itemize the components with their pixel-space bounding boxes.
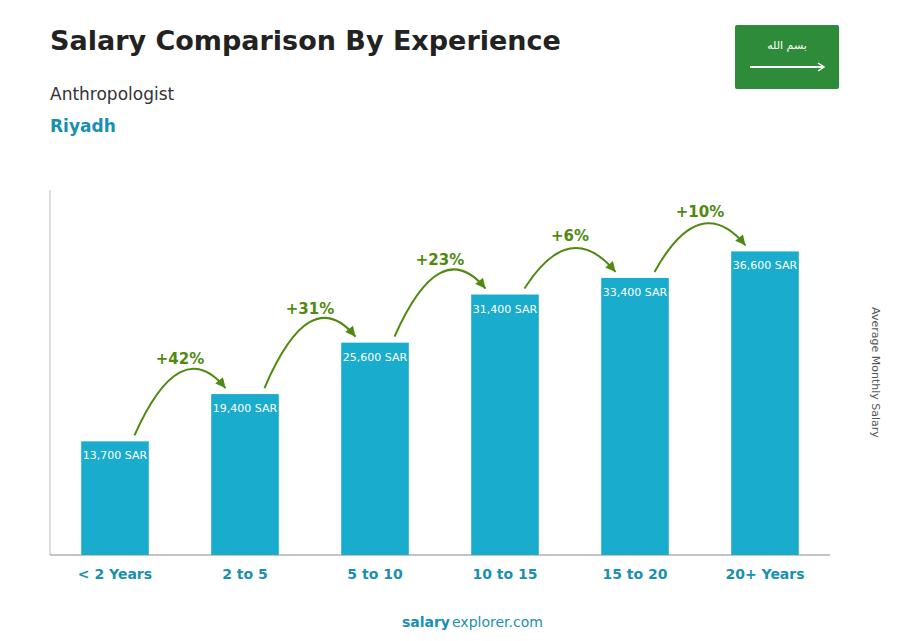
data-label: 33,400 SAR bbox=[603, 286, 668, 299]
change-arrowhead bbox=[475, 278, 485, 289]
flag-sword bbox=[750, 66, 824, 68]
bar bbox=[471, 295, 539, 555]
change-arc bbox=[265, 318, 356, 388]
data-label: 13,700 SAR bbox=[83, 449, 148, 462]
x-tick-label: 15 to 20 bbox=[602, 566, 667, 582]
x-axis-line bbox=[50, 555, 830, 556]
data-label: 19,400 SAR bbox=[213, 402, 278, 415]
bar bbox=[81, 441, 149, 555]
chart-svg: Salary Comparison By Experience Anthropol… bbox=[0, 0, 900, 641]
change-label: +31% bbox=[286, 300, 334, 318]
chart-container: Salary Comparison By Experience Anthropol… bbox=[0, 0, 900, 641]
flag-sword-tip bbox=[818, 63, 824, 71]
change-arc bbox=[395, 269, 486, 336]
y-axis-line bbox=[50, 190, 51, 555]
bars bbox=[81, 251, 799, 555]
change-arrowhead bbox=[735, 234, 745, 245]
change-label: +6% bbox=[551, 227, 589, 245]
bar bbox=[731, 251, 799, 555]
change-arrows bbox=[135, 223, 746, 435]
bar bbox=[341, 343, 409, 555]
bar bbox=[601, 278, 669, 555]
footer-bold: salary bbox=[402, 614, 450, 630]
change-arrowhead bbox=[215, 377, 225, 388]
y-axis-label: Average Monthly Salary bbox=[869, 307, 882, 438]
flag-field bbox=[735, 25, 839, 89]
city: Riyadh bbox=[50, 116, 116, 136]
bar bbox=[211, 394, 279, 555]
data-label: 31,400 SAR bbox=[473, 303, 538, 316]
x-tick-label: 5 to 10 bbox=[347, 566, 403, 582]
change-arc bbox=[655, 223, 746, 272]
change-label: +23% bbox=[416, 251, 464, 269]
flag-text: بسم الله bbox=[767, 39, 807, 52]
change-label: +10% bbox=[676, 203, 724, 221]
data-label: 25,600 SAR bbox=[343, 351, 408, 364]
x-tick-label: 10 to 15 bbox=[472, 566, 537, 582]
flag: بسم الله bbox=[735, 25, 839, 89]
x-tick-label: < 2 Years bbox=[78, 566, 152, 582]
x-tick-label: 20+ Years bbox=[725, 566, 804, 582]
change-arrowhead bbox=[345, 326, 355, 337]
change-arrowhead bbox=[605, 261, 615, 272]
change-label: +42% bbox=[156, 350, 204, 368]
subtitle: Anthropologist bbox=[50, 84, 175, 104]
change-arc bbox=[135, 369, 226, 436]
footer-normal: explorer.com bbox=[452, 614, 543, 630]
change-arc bbox=[525, 248, 616, 288]
title: Salary Comparison By Experience bbox=[50, 25, 561, 56]
x-tick-label: 2 to 5 bbox=[222, 566, 268, 582]
data-label: 36,600 SAR bbox=[733, 259, 798, 272]
background bbox=[0, 0, 900, 641]
